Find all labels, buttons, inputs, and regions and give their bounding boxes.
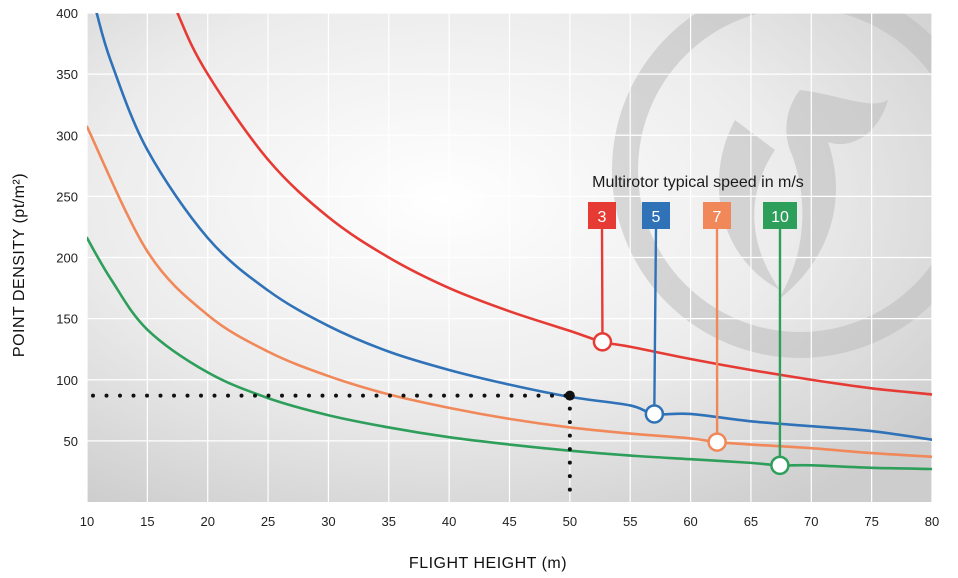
- x-axis-label: FLIGHT HEIGHT (m): [409, 555, 567, 572]
- reference-dot-h: [253, 393, 257, 398]
- series-line-3: [176, 13, 932, 396]
- reference-lines: [91, 390, 575, 492]
- reference-dot-h: [334, 393, 338, 398]
- x-tick-label: 20: [200, 514, 214, 529]
- highlight-point-5: [644, 404, 665, 424]
- reference-dot-h: [442, 393, 446, 398]
- reference-dot-h: [212, 393, 217, 398]
- y-tick-label: 50: [64, 434, 78, 449]
- legend: Multirotor typical speed in m/s 3 5 7 10: [588, 174, 804, 458]
- reference-dot-v: [567, 487, 572, 492]
- x-tick-label: 40: [442, 514, 456, 529]
- y-tick-label: 200: [56, 251, 78, 266]
- reference-dot-v: [567, 406, 572, 411]
- y-tick-label: 300: [56, 128, 78, 143]
- legend-badge-label: 10: [771, 209, 789, 226]
- reference-dot-h: [550, 393, 554, 398]
- x-axis-ticks: 10 15 20 25 30 35 40 45 50 55 60 65 70 75 80: [80, 514, 939, 529]
- reference-dot-h: [496, 393, 500, 398]
- reference-dot-h: [523, 393, 527, 398]
- highlight-point-7: [707, 432, 727, 452]
- reference-dot-v: [567, 433, 572, 438]
- reference-dot-h: [226, 393, 230, 398]
- x-tick-label: 70: [804, 514, 818, 529]
- reference-dot-h: [185, 393, 190, 398]
- reference-dot-h: [239, 393, 244, 398]
- reference-dot-h: [266, 393, 271, 398]
- legend-badge-5: [642, 202, 670, 229]
- legend-badge-label: 3: [598, 209, 607, 226]
- highlight-markers: [592, 332, 790, 476]
- reference-dot-h: [509, 393, 514, 398]
- watermark-logo: [612, 13, 932, 358]
- highlight-point-3: [592, 332, 613, 352]
- x-tick-label: 45: [502, 514, 516, 529]
- reference-dot-h: [415, 393, 419, 398]
- highlight-point-10: [770, 455, 790, 476]
- reference-dot-h: [118, 393, 122, 398]
- series-line-5: [95, 13, 932, 441]
- reference-dot-h: [91, 393, 95, 398]
- x-tick-label: 15: [140, 514, 154, 529]
- x-tick-label: 25: [261, 514, 275, 529]
- reference-dot-v: [567, 420, 572, 425]
- reference-dot-h: [172, 393, 176, 398]
- reference-dot-v: [567, 474, 572, 479]
- x-tick-label: 10: [80, 514, 94, 529]
- reference-dot-h: [388, 393, 392, 398]
- reference-dot-h: [374, 393, 379, 398]
- x-tick-label: 50: [563, 514, 577, 529]
- reference-dot-h: [158, 393, 163, 398]
- reference-dot-h: [307, 393, 311, 398]
- reference-dot-h: [145, 393, 149, 398]
- reference-dot-v: [567, 460, 572, 465]
- legend-badge-7: [703, 202, 731, 229]
- y-tick-label: 350: [56, 67, 78, 82]
- legend-badge-3: [588, 202, 616, 229]
- legend-badge-label: 5: [652, 209, 661, 226]
- x-tick-label: 30: [321, 514, 335, 529]
- y-axis-ticks: 50 100 150 200 250 300 350 400: [56, 6, 78, 449]
- reference-dot-h: [280, 393, 284, 398]
- reference-dot-h: [428, 393, 433, 398]
- legend-badge-10: [763, 202, 797, 229]
- y-tick-label: 400: [56, 6, 78, 21]
- y-axis-label: POINT DENSITY (pt/m²): [11, 173, 28, 357]
- reference-dot-h: [199, 393, 203, 398]
- reference-dot-h: [347, 393, 352, 398]
- x-tick-label: 35: [382, 514, 396, 529]
- legend-title: Multirotor typical speed in m/s: [592, 174, 804, 191]
- x-tick-label: 65: [744, 514, 758, 529]
- x-tick-label: 60: [683, 514, 697, 529]
- reference-dot-v: [567, 447, 572, 452]
- reference-dot-h: [131, 393, 136, 398]
- reference-dot-h: [320, 393, 325, 398]
- series-line-7: [87, 125, 932, 459]
- reference-dot-h: [104, 393, 109, 398]
- reference-dot-h: [361, 393, 365, 398]
- reference-dot-h: [401, 393, 406, 398]
- reference-point: [564, 390, 575, 401]
- legend-leader-5: [653, 227, 658, 406]
- reference-dot-h: [482, 393, 487, 398]
- y-tick-label: 150: [56, 312, 78, 327]
- reference-dot-h: [536, 393, 541, 398]
- y-tick-label: 100: [56, 373, 78, 388]
- x-tick-label: 55: [623, 514, 637, 529]
- reference-dot-h: [455, 393, 460, 398]
- x-tick-label: 80: [925, 514, 939, 529]
- x-tick-label: 75: [864, 514, 878, 529]
- reference-dot-h: [469, 393, 473, 398]
- y-tick-label: 250: [56, 189, 78, 204]
- reference-dot-h: [293, 393, 298, 398]
- legend-badge-label: 7: [713, 209, 722, 226]
